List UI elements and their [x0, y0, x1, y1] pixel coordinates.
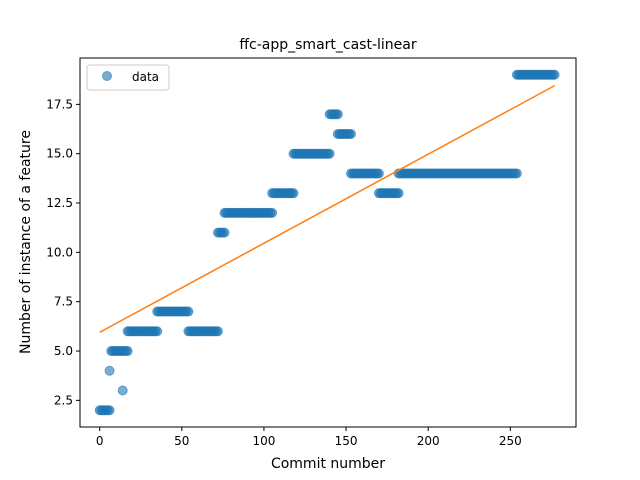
data-point: [152, 326, 163, 337]
x-tick-label: 0: [96, 434, 104, 448]
x-axis-label: Commit number: [271, 456, 385, 472]
x-tick-label: 250: [499, 434, 522, 448]
y-axis-ticks: 2.5 5.0 7.5 10.0 12.5 15.0 17.5: [46, 97, 80, 407]
legend-marker: [102, 71, 112, 81]
data-point: [345, 128, 356, 139]
data-points: [94, 69, 560, 416]
x-tick-label: 200: [417, 434, 440, 448]
x-tick-label: 150: [335, 434, 358, 448]
y-tick-label: 12.5: [46, 196, 73, 210]
data-point: [373, 168, 384, 179]
y-tick-label: 10.0: [46, 245, 73, 259]
y-tick-label: 7.5: [54, 295, 73, 309]
x-tick-label: 100: [252, 434, 275, 448]
legend-entry-data: data: [132, 70, 159, 84]
data-point: [288, 188, 299, 199]
x-axis-ticks: 0 50 100 150 200 250: [96, 427, 522, 448]
y-tick-label: 15.0: [46, 147, 73, 161]
data-point: [324, 148, 335, 159]
data-point: [122, 346, 133, 357]
data-point: [117, 385, 128, 396]
fit-line: [99, 84, 556, 333]
y-tick-label: 5.0: [54, 344, 73, 358]
data-point: [393, 188, 404, 199]
data-point: [183, 306, 194, 317]
data-point: [267, 207, 278, 218]
data-point: [104, 365, 115, 376]
plot-frame: [79, 57, 577, 428]
data-point: [219, 227, 230, 238]
data-point: [549, 69, 560, 80]
y-tick-label: 17.5: [46, 97, 73, 111]
data-point: [104, 405, 115, 416]
chart-title: ffc-app_smart_cast-linear: [239, 37, 416, 53]
fit-line-group: [99, 84, 556, 333]
y-axis-label: Number of instance of a feature: [18, 130, 34, 354]
data-point: [212, 326, 223, 337]
data-point: [332, 109, 343, 120]
x-tick-label: 50: [174, 434, 189, 448]
y-tick-label: 2.5: [54, 393, 73, 407]
legend: data: [86, 64, 170, 91]
data-point: [511, 168, 522, 179]
